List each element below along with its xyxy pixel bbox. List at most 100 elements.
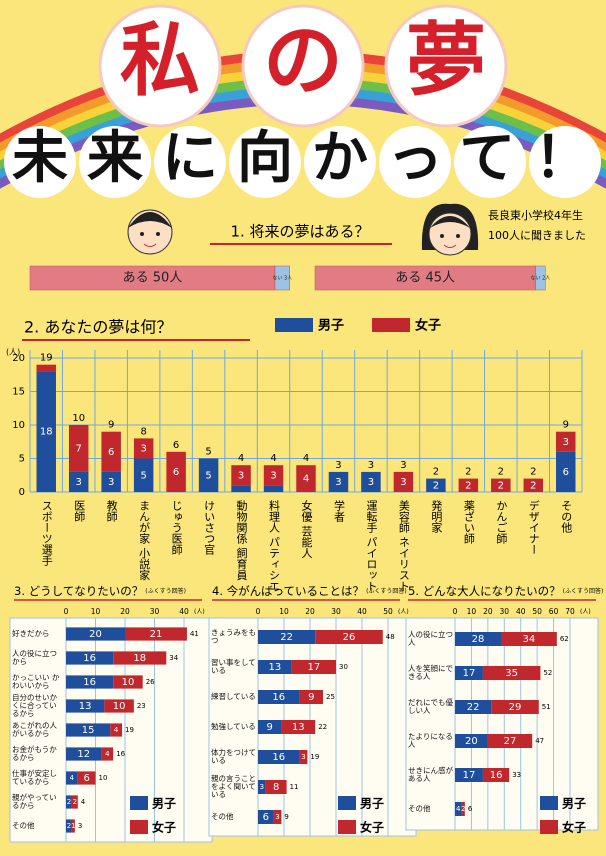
total-label: 4 [270,453,276,464]
section-title: 2. あなたの夢は何？ [24,318,172,337]
category-label: 仕事が安定しているから [12,769,57,786]
value-label: 28 [472,634,485,645]
bar-segment [104,699,134,713]
value-label: 2 [67,798,71,806]
bar-segment [361,471,381,492]
value-label: 6 [83,773,89,784]
bar-segment [36,371,56,492]
value-label: 35 [505,668,518,679]
subtitle-circle [79,126,151,198]
legend-label: 男子 [318,319,344,334]
total-label: 34 [169,654,178,662]
legend-label: 女子 [360,820,384,835]
x-tick-label: 30 [150,607,160,616]
total-label: 3 [78,822,82,830]
total-label: 6 [468,805,473,813]
category-label: かっこいい かわいいから [12,673,60,690]
bar-segment [455,768,483,782]
panel-bg [405,617,599,831]
value-label: 18 [133,653,146,664]
x-tick-label: 運転手 パイロット [365,500,378,592]
legend-swatch [372,318,410,332]
bar-segment [66,819,72,833]
bar-segment [299,690,323,704]
value-label: 20 [465,736,478,747]
bar-segment [258,630,316,644]
value-label: 22 [467,702,480,713]
bar-segment [328,471,349,492]
value-label: 2 [461,805,465,813]
value-label: 16 [490,770,503,781]
value-label: 16 [272,692,285,703]
x-tick-label: 動物関係 飼育員 [235,499,248,581]
value-label: 10 [122,677,135,688]
total-label: 8 [140,426,146,437]
bar-segment [458,478,479,492]
legend-swatch [130,820,148,834]
bar-segment [133,458,154,492]
title-circles [4,4,601,198]
value-label: 2 [433,480,439,491]
bar-segment [166,451,186,492]
value-label: 4 [456,805,461,813]
category-label: だれにでも優しい人 [408,698,453,715]
value-label: 2 [465,480,471,491]
subtitle-circle [229,126,301,198]
category-label: 習い事をしている [211,658,256,675]
value-label: 3 [368,477,374,488]
value-label: 13 [292,722,305,733]
x-tick-label: 発明家 [430,499,443,533]
total-label: 16 [116,750,125,758]
value-label: 3 [301,753,305,761]
legend-swatch [338,796,356,810]
bar-segment [258,660,292,674]
bar-segment [198,458,219,492]
value-label: 6 [263,812,269,823]
bar-segment [501,632,557,646]
value-label: 4 [114,726,119,734]
y-tick-label: 15 [12,387,25,398]
total-label: 2 [433,467,439,478]
section2-legend: 男子 女子 [275,318,441,334]
total-label: 41 [190,630,199,638]
x-tick-label: 20 [483,607,493,616]
value-label: 27 [504,736,517,747]
total-label: 48 [386,633,395,641]
x-unit: (人) [580,609,591,616]
total-label: 52 [543,669,552,677]
value-label: 29 [509,702,522,713]
value-label: 3 [238,470,244,481]
category-label: きょうみをもつ [211,628,256,645]
total-label: 9 [108,420,114,431]
bar-segment [556,451,576,492]
section-title: 5. どんな大人になりたいの？ (ふくすう回答) [408,584,603,598]
value-label: 3 [400,477,406,488]
boy-face [127,209,173,255]
category-label: その他 [211,812,234,821]
bar-segment [66,651,114,665]
y-tick-label: 0 [19,487,25,498]
subtitle: 100人に聞きました [488,229,586,242]
x-tick-label: 70 [565,607,575,616]
subtitle-circle [529,126,601,198]
value-label: 9 [308,692,314,703]
bar-segment [101,431,121,472]
value-label: 2 [67,822,71,830]
x-tick-label: 美容師 ネイリスト [397,500,410,592]
bar-segment [66,747,102,761]
total-label: 10 [72,413,85,424]
bar-segment [315,630,383,644]
category-label: 人の役に立つ人 [408,630,453,647]
value-label: 7 [76,443,82,454]
section-title: 3. どうしてなりたいの？ (ふくすう回答) [14,584,186,598]
total-label: 3 [400,460,406,471]
value-label: 15 [82,725,95,736]
bar-segment [461,802,465,816]
bar-segment [68,425,89,472]
legend-label: 女子 [152,820,176,835]
total-label: 23 [137,702,146,710]
value-label: 34 [523,634,536,645]
total-label: 4 [303,453,309,464]
subtitle-circle [304,126,376,198]
